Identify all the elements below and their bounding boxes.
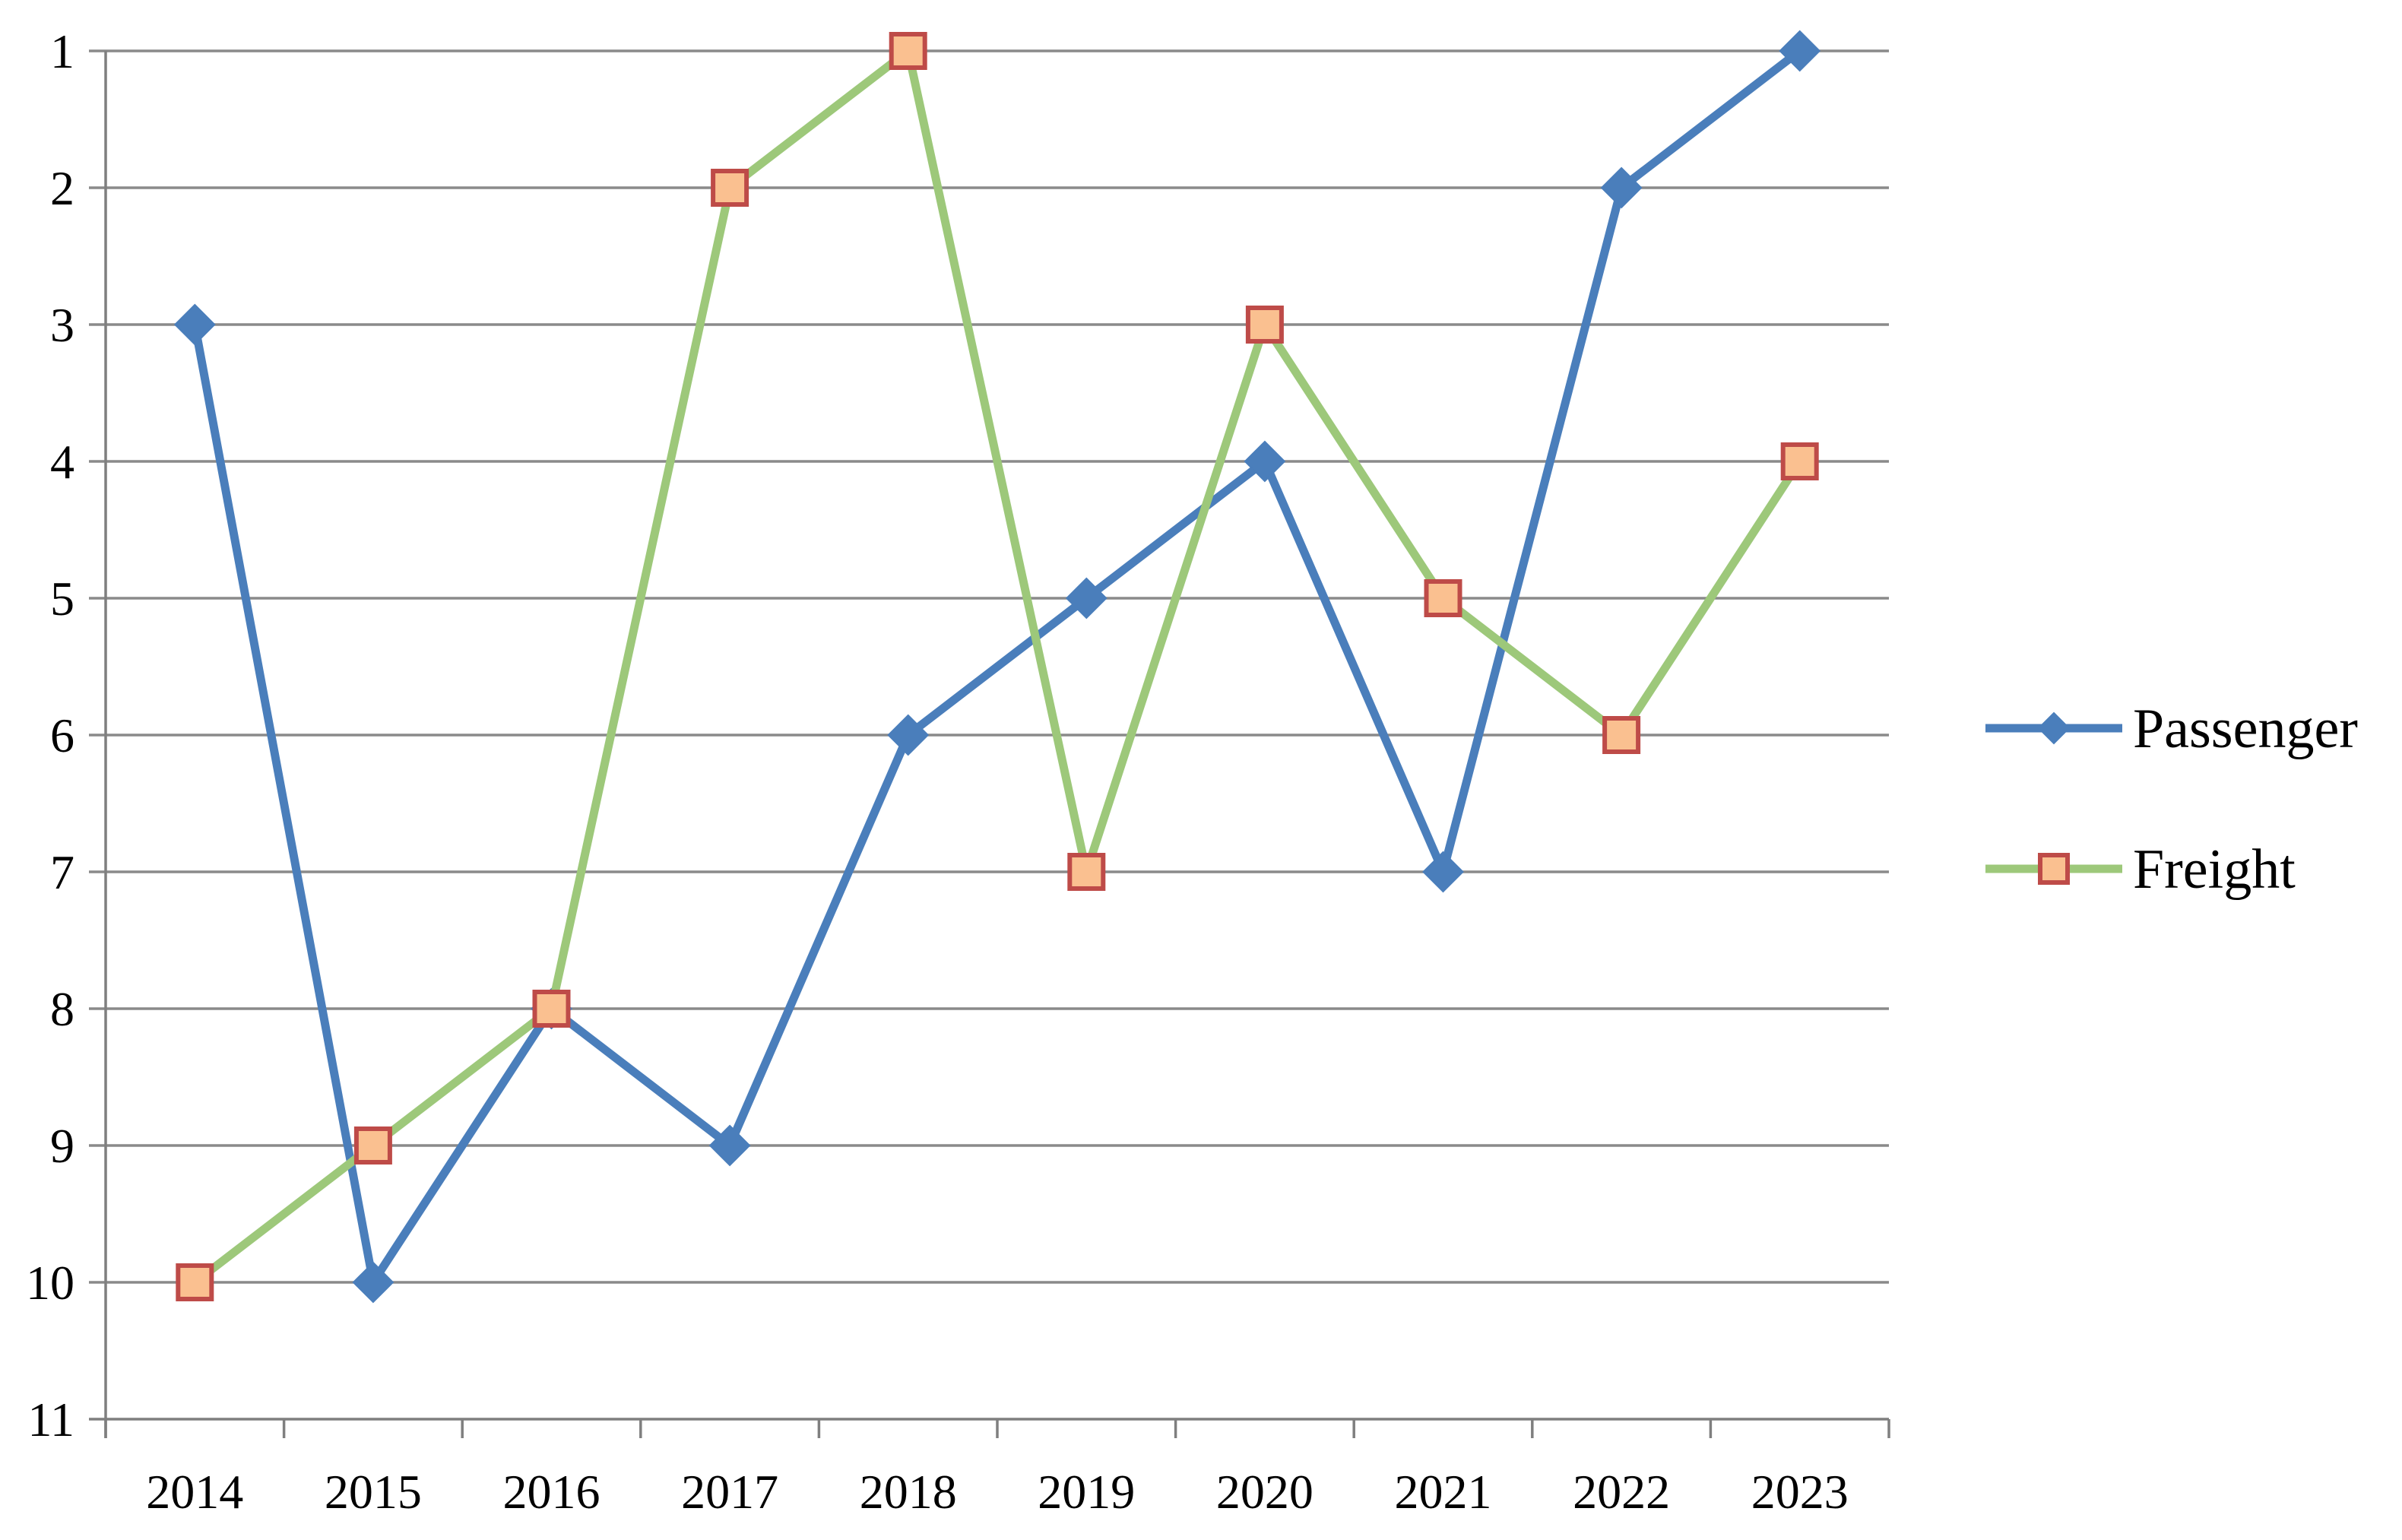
passenger-marker-2020 xyxy=(1244,440,1286,483)
y-tick-label-5: 5 xyxy=(50,572,74,626)
y-tick-label-4: 4 xyxy=(50,435,74,489)
legend: Passenger Freight xyxy=(1985,698,2358,901)
y-axis-labels: 1 2 3 4 5 6 7 8 9 10 11 xyxy=(26,24,74,1447)
legend-label-passenger: Passenger xyxy=(2133,698,2358,760)
y-tick-label-6: 6 xyxy=(50,708,74,762)
freight-marker-2014 xyxy=(176,1263,214,1301)
freight-marker-2016 xyxy=(532,990,571,1028)
x-tick-label-2020: 2020 xyxy=(1216,1465,1313,1519)
legend-label-freight: Freight xyxy=(2133,838,2296,901)
legend-item-freight: Freight xyxy=(1985,838,2296,901)
axes xyxy=(104,51,1890,1438)
x-tick-label-2017: 2017 xyxy=(681,1465,778,1519)
passenger-marker-2018 xyxy=(887,714,930,756)
passenger-marker-2023 xyxy=(1779,30,1821,72)
freight-marker-2015 xyxy=(353,1126,392,1165)
freight-line xyxy=(190,46,1805,1287)
y-tick-label-11: 11 xyxy=(27,1393,74,1447)
x-tick-label-2018: 2018 xyxy=(860,1465,957,1519)
x-tick-label-2014: 2014 xyxy=(146,1465,243,1519)
passenger-line xyxy=(190,46,1805,1287)
y-tick-label-1: 1 xyxy=(50,24,74,78)
legend-item-passenger: Passenger xyxy=(1985,698,2358,760)
passenger-marker-2022 xyxy=(1600,166,1643,209)
freight-marker-2017 xyxy=(711,169,749,207)
freight-marker-2019 xyxy=(1067,853,1106,891)
legend-diamond-icon xyxy=(2037,711,2071,745)
freight-marker-2022 xyxy=(1602,716,1641,754)
freight-marker-2018 xyxy=(889,32,927,70)
series-freight xyxy=(176,32,1819,1301)
y-tick-label-2: 2 xyxy=(50,161,74,215)
x-tick-label-2016: 2016 xyxy=(503,1465,600,1519)
passenger-marker-2017 xyxy=(708,1124,751,1167)
passenger-marker-2021 xyxy=(1422,851,1464,893)
x-tick-label-2019: 2019 xyxy=(1038,1465,1135,1519)
freight-marker-2023 xyxy=(1780,442,1819,480)
x-axis-labels: 2014 2015 2016 2017 2018 2019 2020 2021 2022 2023 xyxy=(146,1465,1848,1519)
passenger-marker-2014 xyxy=(173,303,216,346)
series-lines xyxy=(173,30,1821,1304)
y-tick-label-8: 8 xyxy=(50,982,74,1036)
y-tick-label-9: 9 xyxy=(50,1119,74,1173)
x-tick-label-2015: 2015 xyxy=(325,1465,422,1519)
y-tick-label-10: 10 xyxy=(26,1256,74,1310)
x-tick-label-2022: 2022 xyxy=(1573,1465,1670,1519)
y-tick-label-3: 3 xyxy=(50,298,74,352)
freight-marker-2020 xyxy=(1245,306,1284,344)
x-tick-label-2021: 2021 xyxy=(1395,1465,1492,1519)
x-tick-label-2023: 2023 xyxy=(1751,1465,1849,1519)
passenger-marker-2015 xyxy=(352,1261,395,1304)
passenger-marker-2019 xyxy=(1065,577,1108,619)
freight-marker-2021 xyxy=(1424,579,1462,617)
y-tick-label-7: 7 xyxy=(50,845,74,899)
legend-square-icon xyxy=(2038,853,2070,885)
gridlines xyxy=(89,49,1889,1421)
